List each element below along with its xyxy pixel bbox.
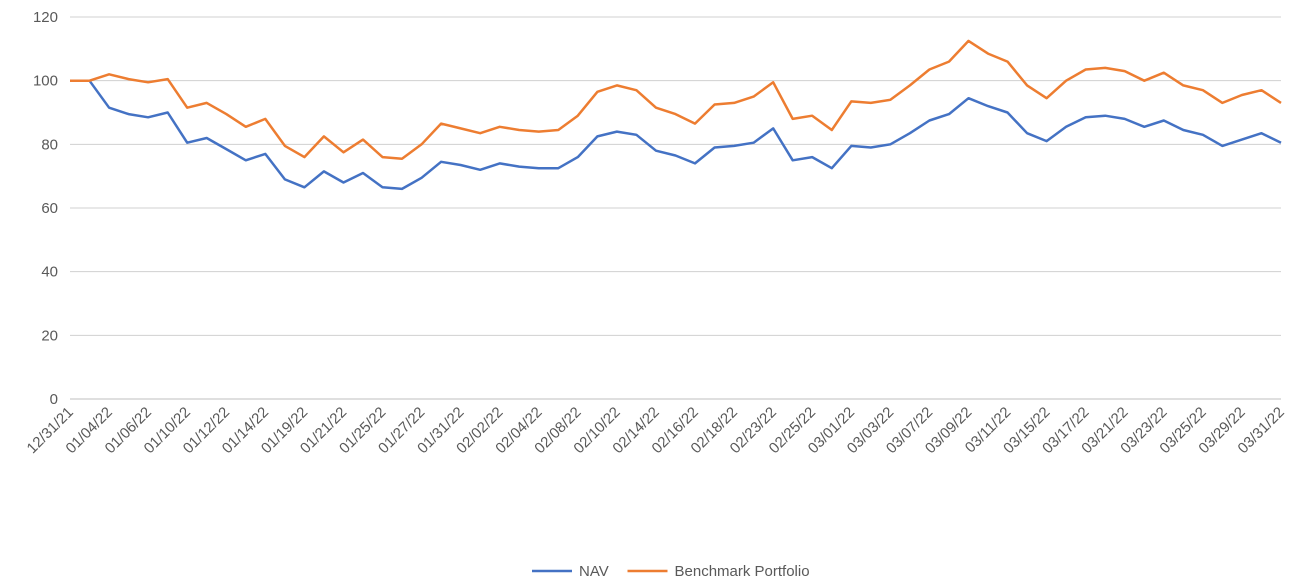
y-tick-label: 80 <box>41 136 58 153</box>
y-tick-label: 40 <box>41 264 58 281</box>
y-tick-label: 100 <box>33 73 58 90</box>
line-series <box>70 39 1282 160</box>
y-tick-label: 0 <box>50 391 58 408</box>
y-tick-label: 60 <box>41 200 58 217</box>
line-series <box>70 79 1282 191</box>
y-tick-label: 20 <box>41 327 58 344</box>
y-tick-label: 120 <box>33 9 58 26</box>
legend-label: Benchmark Portfolio <box>675 563 810 580</box>
legend-label: NAV <box>579 563 609 580</box>
